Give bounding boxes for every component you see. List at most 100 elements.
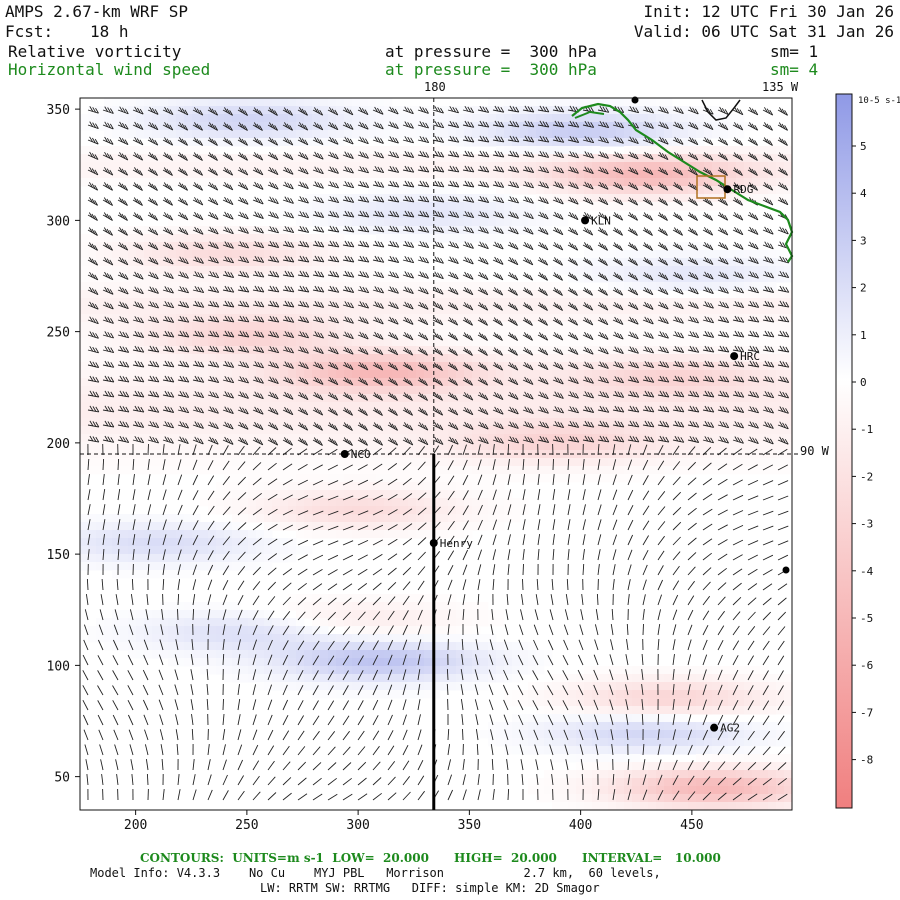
vorticity-cell: [280, 666, 289, 675]
vorticity-cell: [760, 690, 769, 699]
vorticity-cell: [648, 178, 657, 187]
vorticity-cell: [488, 410, 497, 419]
vorticity-cell: [296, 106, 305, 115]
vorticity-cell: [328, 682, 337, 691]
vorticity-cell: [688, 426, 697, 435]
vorticity-cell: [408, 626, 417, 635]
vorticity-cell: [432, 498, 441, 507]
vorticity-cell: [528, 738, 537, 747]
vorticity-cell: [440, 210, 449, 219]
vorticity-cell: [504, 410, 513, 419]
vorticity-cell: [768, 386, 777, 395]
vorticity-cell: [584, 442, 593, 451]
vorticity-cell: [280, 650, 289, 659]
vorticity-cell: [504, 458, 513, 467]
vorticity-cell: [248, 674, 257, 683]
vorticity-cell: [368, 434, 377, 443]
vorticity-cell: [584, 290, 593, 299]
vorticity-cell: [744, 250, 753, 259]
vorticity-cell: [392, 154, 401, 163]
vorticity-cell: [760, 306, 769, 315]
vorticity-cell: [168, 458, 177, 467]
vorticity-cell: [544, 146, 553, 155]
vorticity-cell: [248, 338, 257, 347]
vorticity-cell: [696, 114, 705, 123]
vorticity-cell: [144, 610, 153, 619]
vorticity-cell: [704, 682, 713, 691]
vorticity-cell: [352, 442, 361, 451]
vorticity-cell: [544, 650, 553, 659]
vorticity-cell: [608, 682, 617, 691]
vorticity-cell: [192, 634, 201, 643]
vorticity-cell: [552, 290, 561, 299]
vorticity-cell: [184, 370, 193, 379]
vorticity-cell: [640, 370, 649, 379]
vorticity-cell: [320, 418, 329, 427]
vorticity-cell: [720, 730, 729, 739]
vorticity-cell: [416, 354, 425, 363]
vorticity-cell: [376, 274, 385, 283]
vorticity-cell: [256, 434, 265, 443]
vorticity-cell: [720, 666, 729, 675]
vorticity-cell: [496, 642, 505, 651]
vorticity-cell: [680, 106, 689, 115]
vorticity-cell: [520, 178, 529, 187]
vorticity-cell: [736, 298, 745, 307]
vorticity-cell: [168, 442, 177, 451]
vorticity-cell: [160, 602, 169, 611]
vorticity-cell: [592, 266, 601, 275]
vorticity-cell: [280, 362, 289, 371]
vorticity-cell: [256, 162, 265, 171]
vorticity-cell: [400, 178, 409, 187]
vorticity-cell: [144, 250, 153, 259]
vorticity-cell: [408, 146, 417, 155]
vorticity-cell: [560, 186, 569, 195]
vorticity-cell: [408, 154, 417, 163]
vorticity-cell: [688, 146, 697, 155]
vorticity-cell: [304, 394, 313, 403]
vorticity-cell: [696, 202, 705, 211]
vorticity-cell: [360, 474, 369, 483]
vorticity-cell: [368, 210, 377, 219]
vorticity-cell: [136, 354, 145, 363]
vorticity-cell: [168, 378, 177, 387]
vorticity-cell: [312, 242, 321, 251]
vorticity-cell: [360, 98, 369, 107]
vorticity-cell: [464, 346, 473, 355]
vorticity-cell: [280, 98, 289, 107]
vorticity-cell: [320, 298, 329, 307]
vorticity-cell: [144, 170, 153, 179]
vorticity-cell: [624, 378, 633, 387]
vorticity-cell: [600, 338, 609, 347]
vorticity-cell: [256, 370, 265, 379]
vorticity-cell: [80, 442, 89, 451]
vorticity-cell: [408, 130, 417, 139]
vorticity-cell: [496, 498, 505, 507]
vorticity-cell: [456, 362, 465, 371]
vorticity-cell: [752, 250, 761, 259]
vorticity-cell: [464, 218, 473, 227]
vorticity-cell: [272, 554, 281, 563]
vorticity-cell: [160, 258, 169, 267]
vorticity-cell: [368, 618, 377, 627]
vorticity-cell: [336, 426, 345, 435]
vorticity-cell: [160, 306, 169, 315]
vorticity-cell: [88, 178, 97, 187]
vorticity-cell: [176, 338, 185, 347]
vorticity-cell: [352, 146, 361, 155]
vorticity-cell: [208, 274, 217, 283]
vorticity-cell: [424, 642, 433, 651]
vorticity-cell: [280, 482, 289, 491]
vorticity-cell: [344, 282, 353, 291]
vorticity-cell: [280, 130, 289, 139]
vorticity-cell: [400, 530, 409, 539]
vorticity-cell: [368, 418, 377, 427]
vorticity-cell: [128, 346, 137, 355]
vorticity-cell: [608, 154, 617, 163]
vorticity-cell: [168, 130, 177, 139]
model-title: AMPS 2.67-km WRF SP: [5, 2, 189, 21]
vorticity-cell: [448, 186, 457, 195]
vorticity-cell: [480, 314, 489, 323]
vorticity-cell: [104, 346, 113, 355]
vorticity-cell: [608, 162, 617, 171]
